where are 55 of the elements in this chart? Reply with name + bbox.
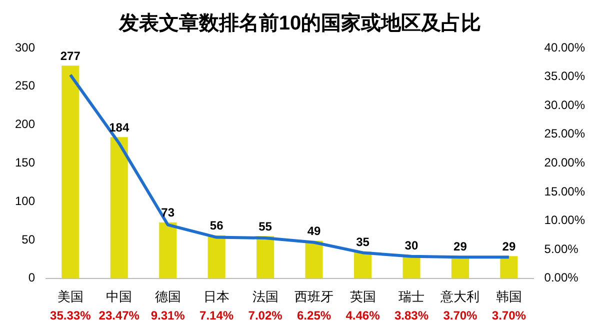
data-label: 35.33% (50, 308, 92, 322)
data-label: 55 (258, 219, 272, 234)
x-tick-label: 英国 (350, 288, 376, 304)
data-label: 49 (307, 224, 322, 238)
data-label: 184 (109, 120, 130, 134)
y-tick-label: 300 (14, 40, 36, 54)
data-label: 3.70% (492, 308, 526, 322)
bar (62, 66, 80, 278)
x-tick-label: 瑞士 (398, 288, 424, 304)
x-tick-label: 法国 (252, 288, 278, 304)
chart-title: 发表文章数排名前10的国家或地区及占比 (118, 12, 482, 35)
x-tick-label: 美国 (57, 288, 84, 304)
y2-tick-label: 10.00% (544, 213, 586, 228)
y2-tick-label: 5.00% (544, 242, 579, 256)
bar (305, 240, 323, 278)
y-tick-label: 100 (14, 194, 36, 208)
bar (256, 236, 274, 278)
data-label: 29 (454, 239, 468, 254)
y2-tick-label: 25.00% (544, 126, 586, 141)
data-label: 277 (60, 48, 81, 63)
data-label: 7.14% (200, 308, 234, 322)
data-label: 56 (210, 218, 224, 233)
data-label: 9.31% (150, 308, 186, 322)
y-tick-label: 250 (14, 78, 36, 93)
data-label: 3.83% (394, 308, 429, 322)
x-tick-label: 日本 (204, 288, 230, 304)
bar (110, 137, 128, 278)
bar (208, 235, 226, 278)
data-label: 30 (404, 238, 418, 253)
y2-tick-label: 15.00% (544, 184, 586, 198)
bar (354, 252, 372, 278)
data-label: 4.46% (346, 308, 380, 322)
x-tick-label: 韩国 (496, 288, 522, 304)
y2-tick-label: 40.00% (544, 40, 586, 54)
y-tick-label: 150 (14, 156, 36, 170)
x-tick-label: 德国 (154, 288, 181, 304)
data-label: 29 (502, 239, 516, 254)
x-tick-label: 西班牙 (294, 288, 334, 304)
y2-tick-label: 20.00% (544, 156, 586, 170)
data-label: 6.25% (297, 308, 332, 322)
bar (159, 222, 177, 278)
bar (500, 256, 518, 278)
y2-tick-label: 30.00% (544, 98, 586, 112)
y2-tick-label: 0.00% (544, 270, 579, 285)
data-label: 23.47% (98, 308, 140, 322)
data-label: 73 (161, 206, 175, 220)
data-label: 35 (356, 234, 370, 249)
x-tick-label: 意大利 (440, 288, 480, 304)
y2-tick-label: 35.00% (544, 69, 586, 84)
x-tick-label: 中国 (106, 288, 132, 304)
y-tick-label: 200 (14, 117, 36, 132)
data-label: 3.70% (443, 308, 478, 322)
y-tick-label: 0 (28, 270, 36, 285)
data-label: 7.02% (248, 308, 283, 322)
y-tick-label: 50 (22, 232, 36, 246)
